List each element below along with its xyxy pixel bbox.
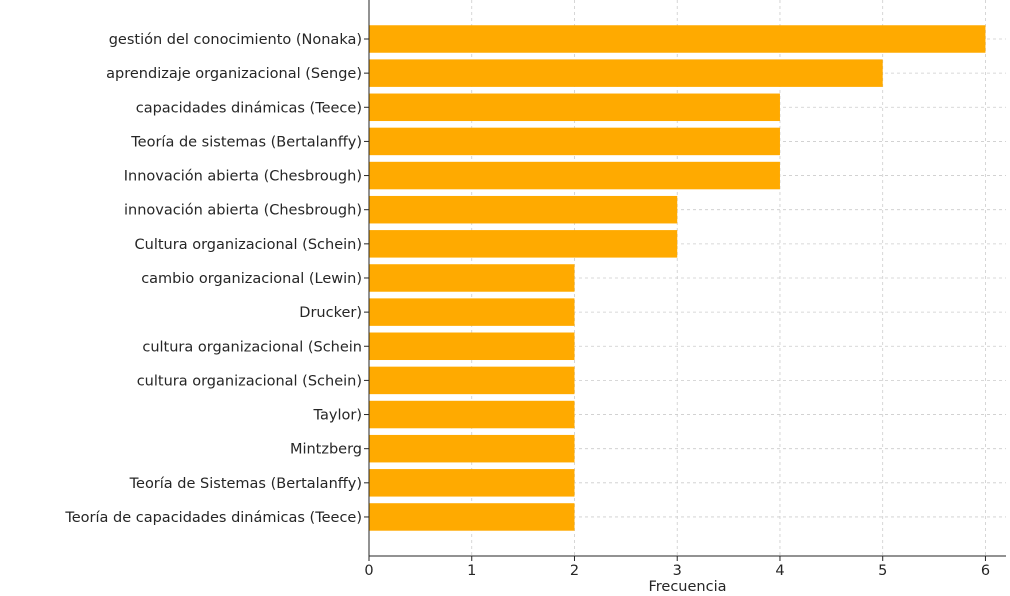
grid-layer [369, 0, 1006, 556]
y-tick-label: Drucker) [299, 305, 362, 321]
y-tick-label: gestión del conocimiento (Nonaka) [109, 32, 362, 48]
bar [369, 264, 575, 292]
axis-layer: gestión del conocimiento (Nonaka) aprendi… [64, 0, 1006, 579]
y-tick-label: cultura organizacional (Schein [142, 339, 362, 355]
bar [369, 469, 575, 497]
bar [369, 161, 780, 190]
y-tick-label: Cultura organizacional (Schein) [135, 237, 362, 253]
bar [369, 434, 575, 463]
y-tick-label: cultura organizacional (Schein) [137, 373, 362, 389]
bar [369, 298, 575, 326]
bar [369, 400, 575, 429]
y-tick-label: innovación abierta (Chesbrough) [124, 203, 362, 219]
bar [369, 59, 883, 87]
bar [369, 503, 575, 531]
bar [369, 127, 780, 156]
bar [369, 93, 780, 122]
y-tick-label: Teoría de Sistemas (Bertalanffy) [129, 476, 362, 492]
x-tick-label: 5 [878, 563, 887, 579]
x-tick-label: 2 [570, 563, 579, 579]
bar [369, 230, 678, 258]
y-tick-label: aprendizaje organizacional (Senge) [106, 66, 362, 82]
x-tick-label: 4 [775, 563, 784, 579]
x-axis-title: Frecuencia [648, 579, 726, 595]
y-tick-label: Teoría de capacidades dinámicas (Teece) [64, 510, 362, 526]
x-tick-label: 1 [467, 563, 476, 579]
bar [369, 25, 986, 53]
y-tick-label: Teoría de sistemas (Bertalanffy) [130, 134, 362, 150]
y-tick-label: cambio organizacional (Lewin) [141, 271, 362, 287]
x-tick-label: 6 [981, 563, 990, 579]
bar [369, 366, 575, 395]
y-tick-label: Mintzberg [290, 442, 362, 458]
bar-layer [369, 25, 986, 531]
x-tick-label: 0 [364, 563, 373, 579]
bar [369, 195, 678, 224]
y-tick-label: capacidades dinámicas (Teece) [136, 100, 362, 116]
y-tick-label: Innovación abierta (Chesbrough) [124, 169, 362, 185]
bar [369, 332, 575, 361]
y-tick-label: Taylor) [313, 408, 362, 424]
x-tick-label: 3 [673, 563, 682, 579]
